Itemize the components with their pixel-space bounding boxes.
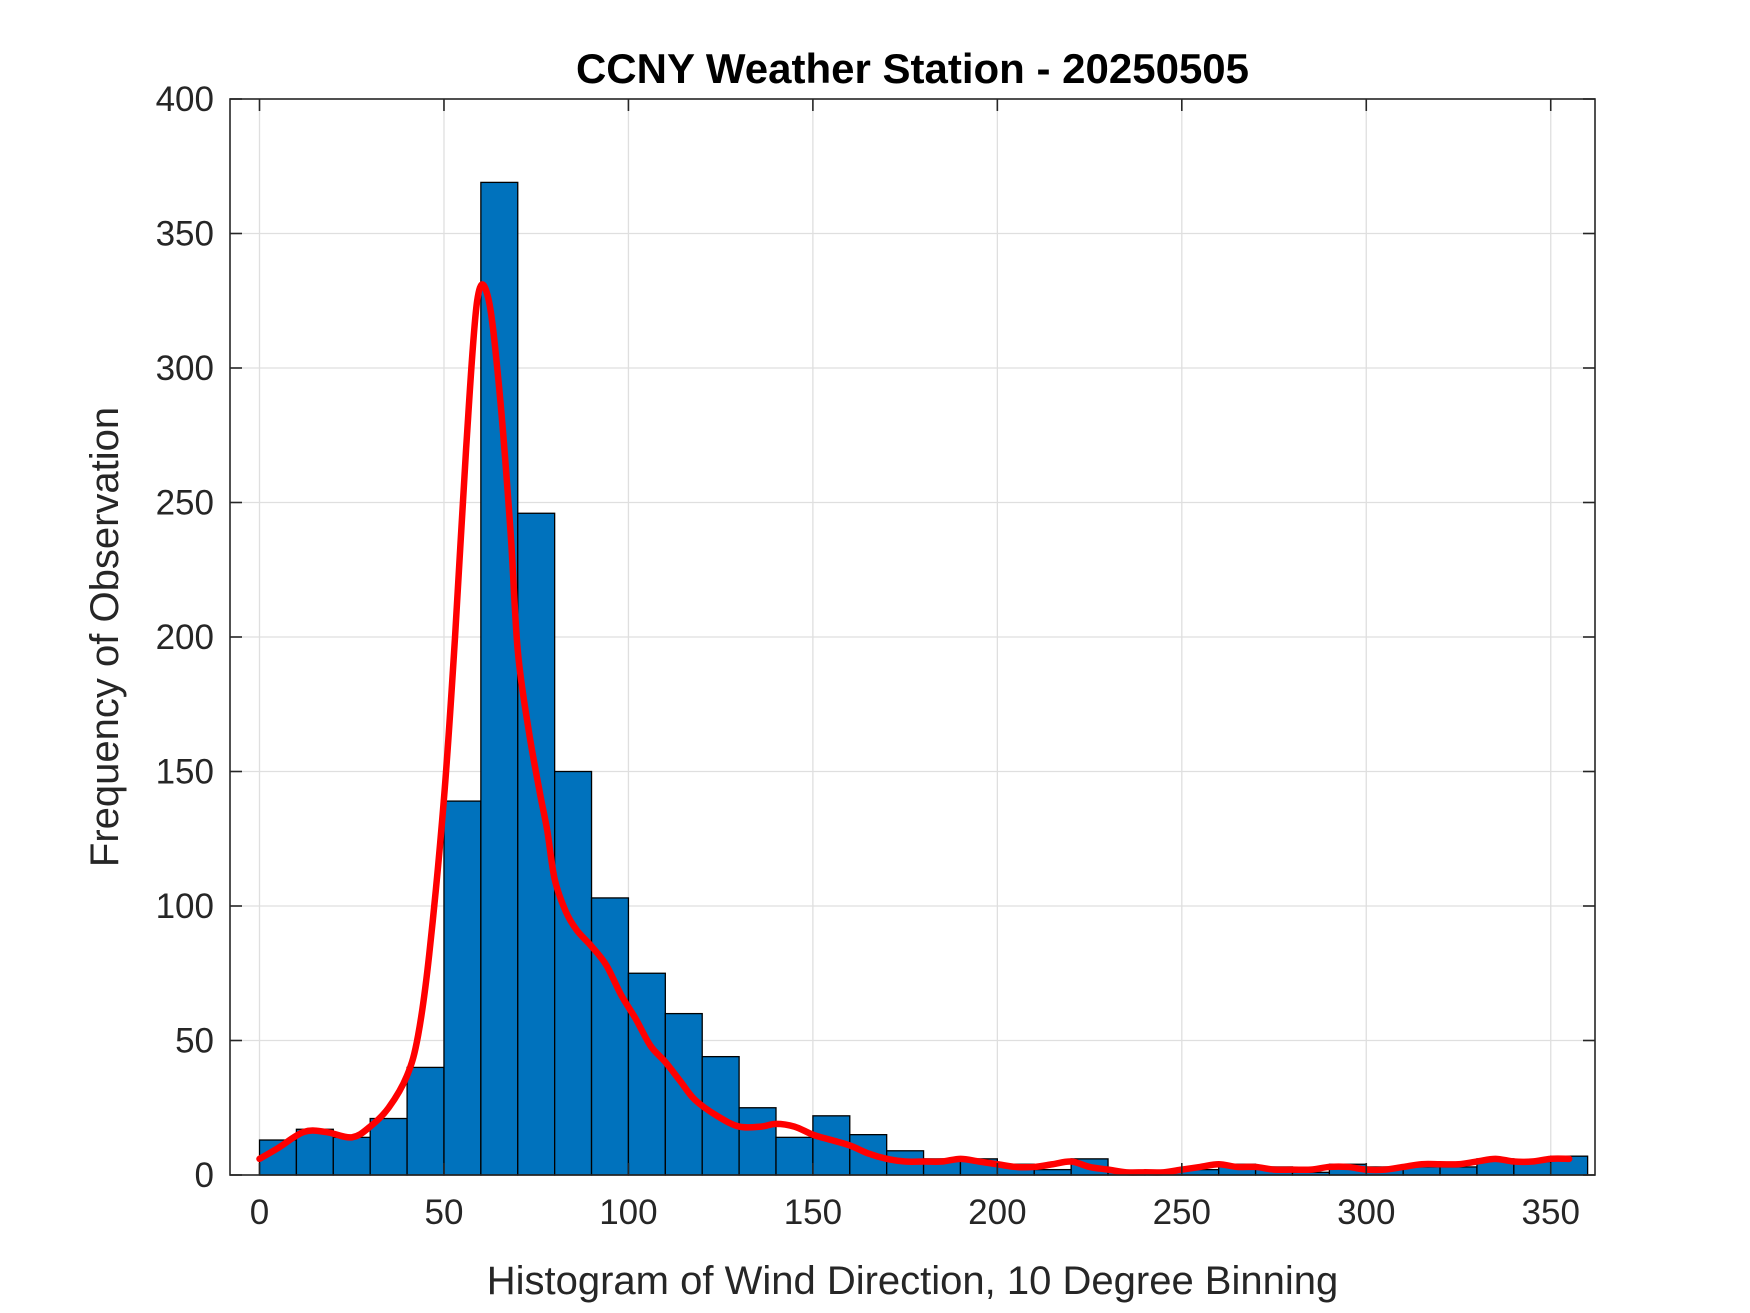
histogram-bar [1439,1166,1478,1176]
histogram-bar [738,1107,777,1176]
y-axis-title: Frequency of Observation [83,407,127,867]
y-tick-label: 400 [156,80,214,119]
y-tick-label: 200 [156,618,214,657]
x-tick-labels: 0 50 100 150 200 250 300 350 [250,1193,1580,1232]
histogram-bar [775,1136,814,1176]
x-tick-label: 350 [1522,1193,1580,1232]
x-tick-label: 50 [425,1193,464,1232]
histogram-bar [369,1117,408,1176]
density-curve-group [256,281,1573,1176]
histogram-bar [590,897,630,1176]
histogram-bar [443,800,482,1176]
x-tick-label: 250 [1153,1193,1211,1232]
x-axis-title: Histogram of Wind Direction, 10 Degree B… [487,1259,1339,1303]
y-tick-label: 350 [156,215,214,254]
histogram-bar [406,1066,445,1176]
y-tick-label: 50 [175,1022,214,1061]
x-tick-label: 300 [1337,1193,1395,1232]
x-tick-label: 0 [250,1193,269,1232]
y-tick-label: 300 [156,349,214,388]
x-tick-label: 150 [784,1193,842,1232]
y-tick-label: 250 [156,484,214,523]
x-tick-label: 200 [968,1193,1026,1232]
histogram-bar [480,181,519,1176]
density-curve [256,281,1573,1176]
histogram-bar [553,770,593,1176]
histogram-bar [664,1012,703,1176]
x-tick-label: 100 [599,1193,657,1232]
y-tick-label: 150 [156,753,214,792]
histogram-bar [1033,1168,1072,1176]
chart-title: CCNY Weather Station - 20250505 [576,45,1249,92]
y-tick-labels: 0 50 100 150 200 250 300 350 400 [156,80,214,1195]
histogram-bar [627,972,666,1176]
y-tick-label: 100 [156,887,214,926]
histogram-bar [332,1136,371,1176]
axis-ticks [230,98,1595,1176]
y-tick-label: 0 [195,1156,214,1195]
histogram-bar [295,1128,334,1176]
